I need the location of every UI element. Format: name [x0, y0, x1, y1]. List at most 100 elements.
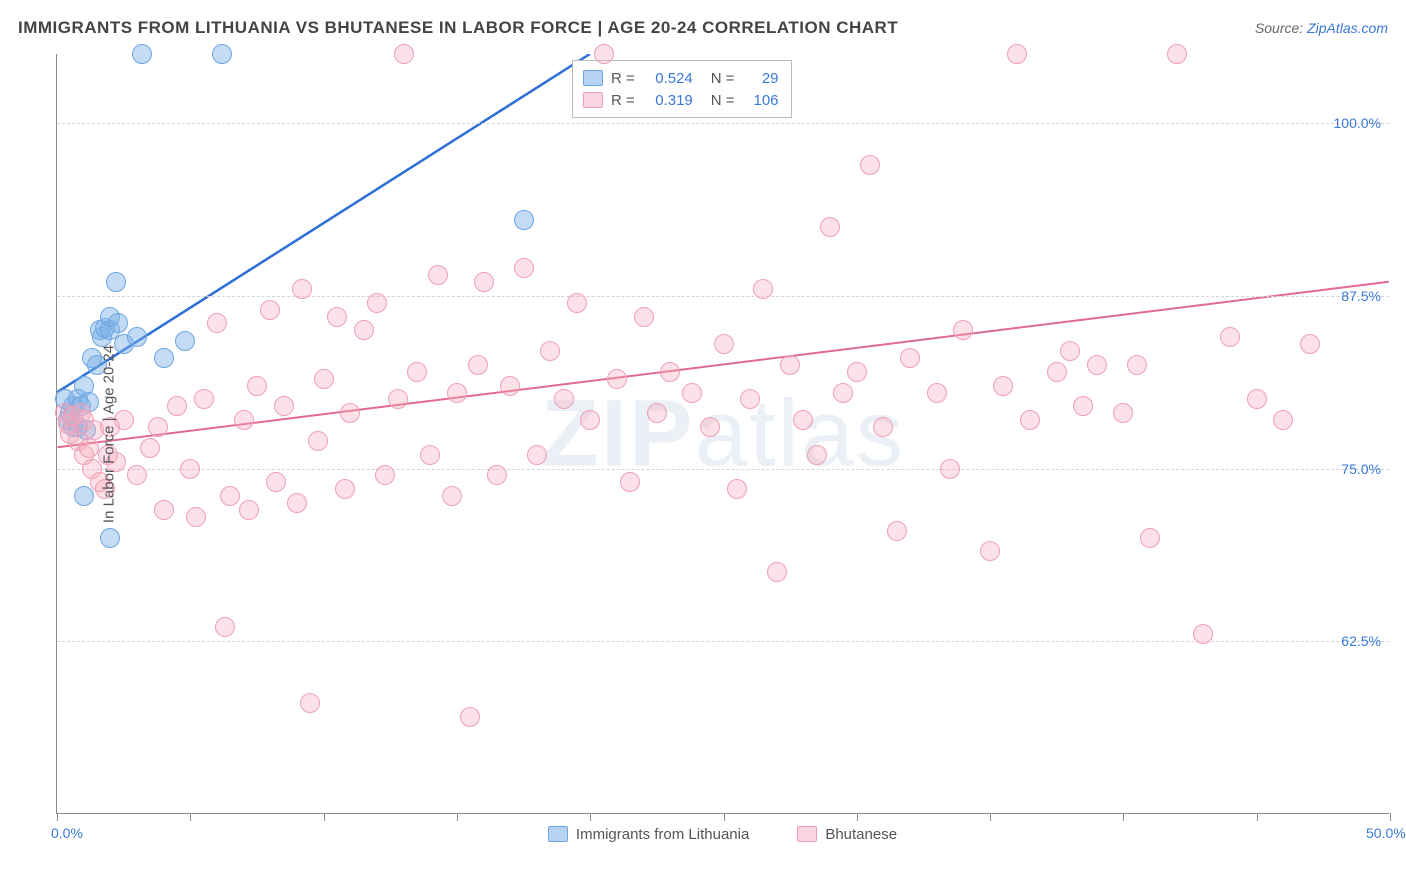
data-point: [1113, 403, 1133, 423]
data-point: [407, 362, 427, 382]
data-point: [420, 445, 440, 465]
gridline: [57, 641, 1389, 642]
legend-r-value: 0.319: [643, 92, 693, 109]
data-point: [260, 300, 280, 320]
y-axis-title: In Labor Force | Age 20-24: [101, 345, 118, 523]
data-point: [900, 348, 920, 368]
data-point: [682, 383, 702, 403]
data-point: [1273, 410, 1293, 430]
data-point: [447, 383, 467, 403]
data-point: [314, 369, 334, 389]
data-point: [514, 210, 534, 230]
data-point: [100, 528, 120, 548]
x-tick: [457, 813, 458, 821]
legend-r-label: R =: [611, 70, 635, 87]
data-point: [140, 438, 160, 458]
y-tick-label: 75.0%: [1341, 461, 1381, 477]
data-point: [148, 417, 168, 437]
x-tick: [1390, 813, 1391, 821]
data-point: [175, 331, 195, 351]
x-tick: [57, 813, 58, 821]
data-point: [820, 217, 840, 237]
x-tick: [1123, 813, 1124, 821]
data-point: [953, 320, 973, 340]
data-point: [860, 155, 880, 175]
data-point: [127, 327, 147, 347]
data-point: [212, 44, 232, 64]
data-point: [980, 541, 1000, 561]
gridline: [57, 123, 1389, 124]
data-point: [1047, 362, 1067, 382]
legend-r-value: 0.524: [643, 70, 693, 87]
data-point: [500, 376, 520, 396]
data-point: [428, 265, 448, 285]
data-point: [873, 417, 893, 437]
data-point: [127, 465, 147, 485]
data-point: [740, 389, 760, 409]
data-point: [186, 507, 206, 527]
scatter-plot: ZIPatlas R =0.524N =29R =0.319N =106 62.…: [56, 54, 1389, 814]
data-point: [274, 396, 294, 416]
data-point: [1167, 44, 1187, 64]
x-tick: [724, 813, 725, 821]
data-point: [108, 313, 128, 333]
x-tick: [990, 813, 991, 821]
data-point: [620, 472, 640, 492]
data-point: [514, 258, 534, 278]
legend-r-label: R =: [611, 92, 635, 109]
data-point: [247, 376, 267, 396]
legend-swatch: [548, 826, 568, 842]
data-point: [234, 410, 254, 430]
source-link[interactable]: ZipAtlas.com: [1307, 20, 1388, 36]
data-point: [194, 389, 214, 409]
data-point: [106, 272, 126, 292]
data-point: [220, 486, 240, 506]
data-point: [847, 362, 867, 382]
data-point: [460, 707, 480, 727]
data-point: [154, 348, 174, 368]
data-point: [335, 479, 355, 499]
series-legend-item: Bhutanese: [797, 826, 897, 843]
gridline: [57, 469, 1389, 470]
x-tick: [590, 813, 591, 821]
data-point: [388, 389, 408, 409]
data-point: [1247, 389, 1267, 409]
data-point: [239, 500, 259, 520]
series-legend: Immigrants from LithuaniaBhutanese: [56, 826, 1389, 847]
legend-n-value: 29: [743, 70, 779, 87]
source-label: Source:: [1255, 20, 1307, 36]
data-point: [154, 500, 174, 520]
chart-title: IMMIGRANTS FROM LITHUANIA VS BHUTANESE I…: [18, 18, 898, 37]
data-point: [468, 355, 488, 375]
data-point: [1073, 396, 1093, 416]
series-legend-label: Bhutanese: [825, 826, 897, 843]
stats-legend-row: R =0.319N =106: [583, 89, 779, 111]
data-point: [308, 431, 328, 451]
data-point: [1087, 355, 1107, 375]
data-point: [1020, 410, 1040, 430]
data-point: [394, 44, 414, 64]
data-point: [215, 617, 235, 637]
data-point: [79, 438, 99, 458]
data-point: [1300, 334, 1320, 354]
data-point: [833, 383, 853, 403]
x-tick: [324, 813, 325, 821]
data-point: [474, 272, 494, 292]
data-point: [714, 334, 734, 354]
data-point: [993, 376, 1013, 396]
data-point: [132, 44, 152, 64]
data-point: [340, 403, 360, 423]
data-point: [375, 465, 395, 485]
gridline: [57, 296, 1389, 297]
y-tick-label: 87.5%: [1341, 288, 1381, 304]
data-point: [1127, 355, 1147, 375]
data-point: [634, 307, 654, 327]
data-point: [660, 362, 680, 382]
data-point: [1060, 341, 1080, 361]
y-tick-label: 62.5%: [1341, 633, 1381, 649]
data-point: [74, 486, 94, 506]
data-point: [753, 279, 773, 299]
data-point: [807, 445, 827, 465]
data-point: [927, 383, 947, 403]
legend-swatch: [583, 70, 603, 86]
